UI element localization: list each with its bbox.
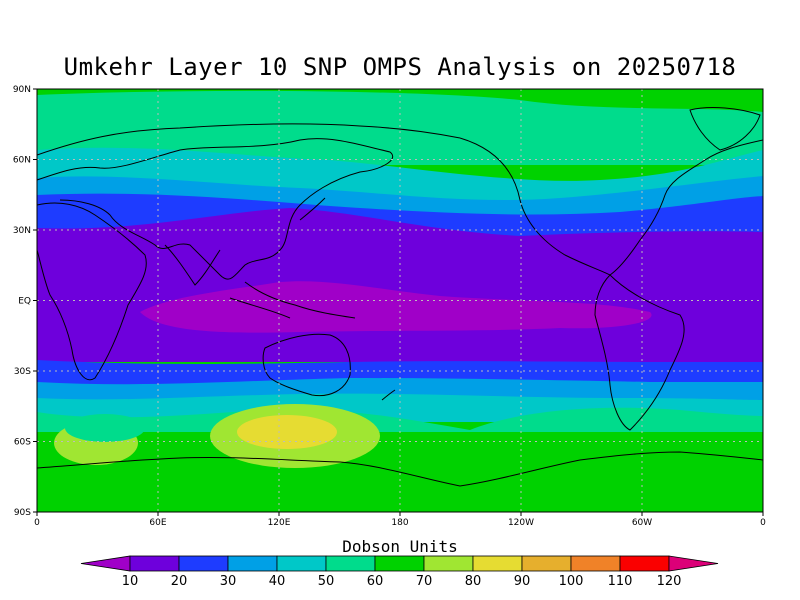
colorbar-left-arrow [80,555,131,572]
lat-label: 30N [13,226,31,236]
colorbar-swatch [276,555,327,572]
lat-label: 90S [14,508,31,518]
colorbar-swatch [472,555,523,572]
colorbar-title: Dobson Units [342,537,458,556]
colorbar-swatch [227,555,278,572]
lat-label: EQ [18,297,31,307]
colorbar-right-arrow [668,555,719,572]
colorbar-label: 20 [171,574,188,589]
colorbar-label: 100 [559,574,584,589]
axis-ticks [33,88,764,516]
lon-label: 0 [760,518,766,528]
lat-label: 60S [14,438,31,448]
colorbar-label: 60 [367,574,384,589]
colorbar-label: 70 [416,574,433,589]
lon-label: 120E [268,518,291,528]
lon-label: 0 [34,518,40,528]
colorbar-label: 30 [220,574,237,589]
coastlines [37,107,763,487]
colorbar-swatch [570,555,621,572]
lon-label: 120W [508,518,534,528]
gridlines [37,89,763,512]
colorbar-label: 40 [269,574,286,589]
y-axis-labels: 90N 60N 30N EQ 30S 60S 90S [13,85,31,518]
colorbar-label: 50 [318,574,335,589]
lat-label: 90N [13,85,31,95]
colorbar-swatch [374,555,425,572]
colorbar-label: 80 [465,574,482,589]
colorbar-swatch [129,555,180,572]
colorbar-swatch [619,555,670,572]
colorbar-label: 110 [608,574,633,589]
colorbar-label: 10 [122,574,139,589]
colorbar-label: 120 [657,574,682,589]
colorbar-swatch [423,555,474,572]
map-title: Umkehr Layer 10 SNP OMPS Analysis on 202… [63,53,737,81]
colorbar-swatch [521,555,572,572]
colorbar-swatch [178,555,229,572]
lat-label: 30S [14,367,31,377]
lat-label: 60N [13,156,31,166]
lon-label: 60W [632,518,652,528]
colorbar-label: 90 [514,574,531,589]
colorbar-swatch [325,555,376,572]
x-axis-labels: 0 60E 120E 180 120W 60W 0 [34,518,766,528]
colorbar: 10 20 30 40 50 60 70 80 90 100 110 120 [80,555,719,589]
lon-label: 180 [391,518,408,528]
lon-label: 60E [149,518,166,528]
